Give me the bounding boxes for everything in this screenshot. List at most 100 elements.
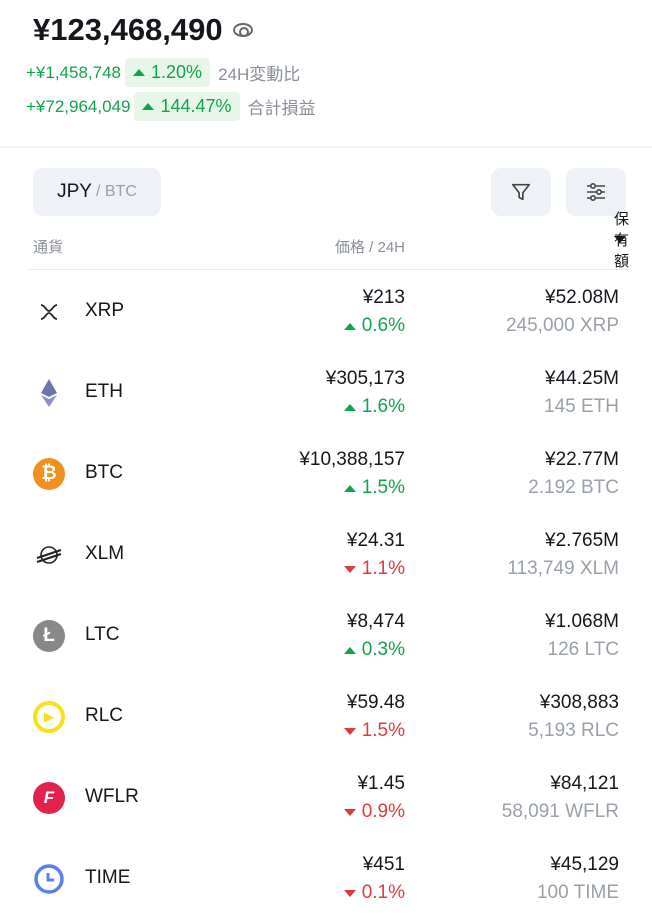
coin-change: 0.3%	[343, 639, 405, 661]
coin-price: ¥24.31	[346, 530, 405, 551]
total-value: ¥123,468,490	[33, 12, 223, 47]
coin-change-value: 0.1%	[361, 882, 405, 903]
btc-icon: ₿	[33, 458, 65, 490]
coin-change: 1.5%	[343, 477, 405, 499]
coin-price: ¥213	[362, 287, 405, 308]
pnl-label: 合計損益	[247, 99, 316, 118]
xlm-icon	[33, 539, 65, 571]
change-24h-pct: 1.20%	[151, 62, 203, 82]
coin-symbol: ETH	[85, 381, 123, 402]
table-header: 通貨 価格 / 24H 保有額	[33, 211, 629, 270]
change-24h-badge: 1.20%	[125, 58, 211, 87]
change-24h-line: +¥1,458,748 1.20% 24H変動比	[26, 58, 300, 87]
header-currency[interactable]: 通貨	[33, 239, 64, 256]
table-row[interactable]: ETH ¥305,173 1.6% ¥44.25M 145 ETH	[0, 351, 652, 432]
coin-holding-value: ¥22.77M	[545, 449, 619, 470]
coin-quantity: 113,749 XLM	[507, 558, 619, 579]
pnl-line: +¥72,964,049 144.47% 合計損益	[26, 92, 316, 121]
coin-quantity: 2.192 BTC	[528, 477, 619, 498]
toggle-btc[interactable]: / BTC	[95, 183, 137, 200]
xrp-icon	[33, 296, 65, 328]
down-arrow-icon	[343, 889, 356, 897]
up-arrow-icon	[133, 69, 146, 76]
header-price[interactable]: 価格 / 24H	[334, 239, 405, 256]
coin-change-value: 1.5%	[361, 477, 405, 498]
coin-change: 0.9%	[343, 801, 405, 823]
down-arrow-icon	[343, 808, 356, 816]
change-24h-label: 24H変動比	[218, 65, 301, 84]
eye-icon[interactable]	[232, 23, 253, 37]
coin-symbol: LTC	[85, 624, 120, 645]
coin-holding-value: ¥84,121	[550, 773, 619, 794]
coin-holding-value: ¥1.068M	[545, 611, 619, 632]
coin-change-value: 0.6%	[361, 315, 405, 336]
coin-price: ¥305,173	[325, 368, 405, 389]
up-arrow-icon	[343, 646, 356, 654]
coin-quantity: 5,193 RLC	[528, 720, 619, 741]
sliders-icon	[587, 182, 605, 202]
table-row[interactable]: ₿ BTC ¥10,388,157 1.5% ¥22.77M 2.192 BTC	[0, 432, 652, 513]
table-row[interactable]: Ł LTC ¥8,474 0.3% ¥1.068M 126 LTC	[0, 594, 652, 675]
coin-quantity: 100 TIME	[536, 882, 619, 903]
table-row[interactable]: XRP ¥213 0.6% ¥52.08M 245,000 XRP	[0, 270, 652, 351]
coin-holding-value: ¥2.765M	[545, 530, 619, 551]
change-24h-amount: +¥1,458,748	[26, 62, 122, 82]
down-arrow-icon	[343, 565, 356, 573]
table-row[interactable]: F WFLR ¥1.45 0.9% ¥84,121 58,091 WFLR	[0, 756, 652, 837]
coin-symbol: WFLR	[85, 786, 139, 807]
up-arrow-icon	[343, 403, 356, 411]
header-holding[interactable]: 保有額	[614, 211, 629, 270]
eth-icon	[33, 377, 65, 409]
coin-change-value: 0.3%	[361, 639, 405, 660]
up-arrow-icon	[343, 484, 356, 492]
wflr-icon: F	[33, 782, 65, 814]
pnl-badge: 144.47%	[134, 92, 240, 121]
coin-quantity: 58,091 WFLR	[501, 801, 619, 822]
coin-quantity: 126 LTC	[547, 639, 619, 660]
coin-symbol: XRP	[85, 300, 125, 321]
currency-toggle[interactable]: JPY / BTC	[33, 168, 161, 216]
coin-symbol: RLC	[85, 705, 124, 726]
toggle-jpy[interactable]: JPY	[57, 181, 92, 202]
coin-symbol: BTC	[85, 462, 123, 483]
coin-change-value: 1.5%	[361, 720, 405, 741]
coin-change: 0.6%	[343, 315, 405, 337]
coin-symbol: XLM	[85, 543, 125, 564]
pnl-amount: +¥72,964,049	[26, 96, 131, 116]
coin-change-value: 0.9%	[361, 801, 405, 822]
coin-change: 1.6%	[343, 396, 405, 418]
settings-button[interactable]	[566, 168, 626, 216]
table-row[interactable]: XLM ¥24.31 1.1% ¥2.765M 113,749 XLM	[0, 513, 652, 594]
coin-price: ¥1.45	[357, 773, 405, 794]
header-holding-label: 保有額	[614, 211, 630, 270]
filter-icon	[511, 183, 531, 201]
header-divider	[27, 269, 626, 270]
rlc-icon: ▶	[33, 701, 65, 733]
table-row[interactable]: ▶ RLC ¥59.48 1.5% ¥308,883 5,193 RLC	[0, 675, 652, 756]
coin-price: ¥8,474	[346, 611, 405, 632]
coin-change-value: 1.6%	[361, 396, 405, 417]
coin-holding-value: ¥45,129	[550, 854, 619, 875]
coin-price: ¥10,388,157	[299, 449, 405, 470]
coin-change: 0.1%	[343, 882, 405, 904]
coin-price: ¥451	[362, 854, 405, 875]
coin-holding-value: ¥44.25M	[545, 368, 619, 389]
time-icon	[33, 863, 65, 895]
coin-change: 1.5%	[343, 720, 405, 742]
coin-symbol: TIME	[85, 867, 131, 888]
total-balance: ¥123,468,490	[33, 12, 253, 48]
up-arrow-icon	[343, 322, 356, 330]
coin-change-value: 1.1%	[361, 558, 405, 579]
coin-quantity: 245,000 XRP	[505, 315, 619, 336]
coin-holding-value: ¥52.08M	[545, 287, 619, 308]
table-row[interactable]: TIME ¥451 0.1% ¥45,129 100 TIME	[0, 837, 652, 918]
divider	[0, 146, 652, 148]
down-arrow-icon	[343, 727, 356, 735]
pnl-pct: 144.47%	[160, 96, 232, 116]
coin-price: ¥59.48	[346, 692, 405, 713]
filter-button[interactable]	[491, 168, 551, 216]
coin-quantity: 145 ETH	[544, 396, 619, 417]
coin-holding-value: ¥308,883	[539, 692, 619, 713]
sort-down-icon	[614, 236, 626, 243]
ltc-icon: Ł	[33, 620, 65, 652]
